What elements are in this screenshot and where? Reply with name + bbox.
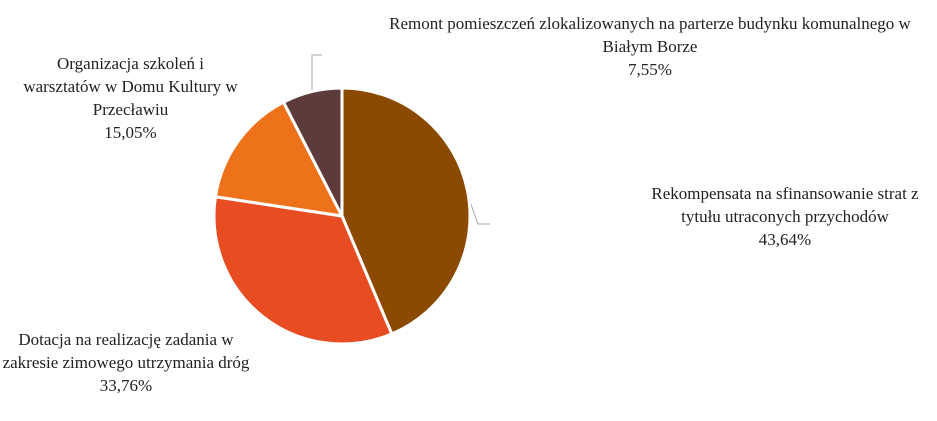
category-label: Dotacja na realizację zadania w zakresie…	[2, 330, 250, 372]
category-label: Rekompensata na sfinansowanie strat z ty…	[651, 184, 919, 226]
data-label: Organizacja szkoleń i warsztatów w Domu …	[18, 52, 243, 144]
category-label: Remont pomieszczeń zlokalizowanych na pa…	[389, 14, 911, 56]
pie-slice	[281, 86, 344, 217]
data-label: Dotacja na realizację zadania w zakresie…	[0, 328, 252, 397]
leader-line	[311, 54, 322, 90]
pie-slice	[340, 86, 472, 336]
value-label: 15,05%	[104, 123, 157, 142]
data-label: Remont pomieszczeń zlokalizowanych na pa…	[380, 12, 920, 81]
data-label: Rekompensata na sfinansowanie strat z ty…	[630, 182, 937, 251]
pie-slice	[213, 100, 345, 218]
leader-line	[467, 195, 490, 225]
value-label: 7,55%	[628, 60, 672, 79]
value-label: 43,64%	[758, 230, 812, 249]
value-label: 33,76%	[99, 376, 153, 395]
category-label: Organizacja szkoleń i warsztatów w Domu …	[23, 54, 238, 119]
pie-slice	[212, 195, 394, 346]
